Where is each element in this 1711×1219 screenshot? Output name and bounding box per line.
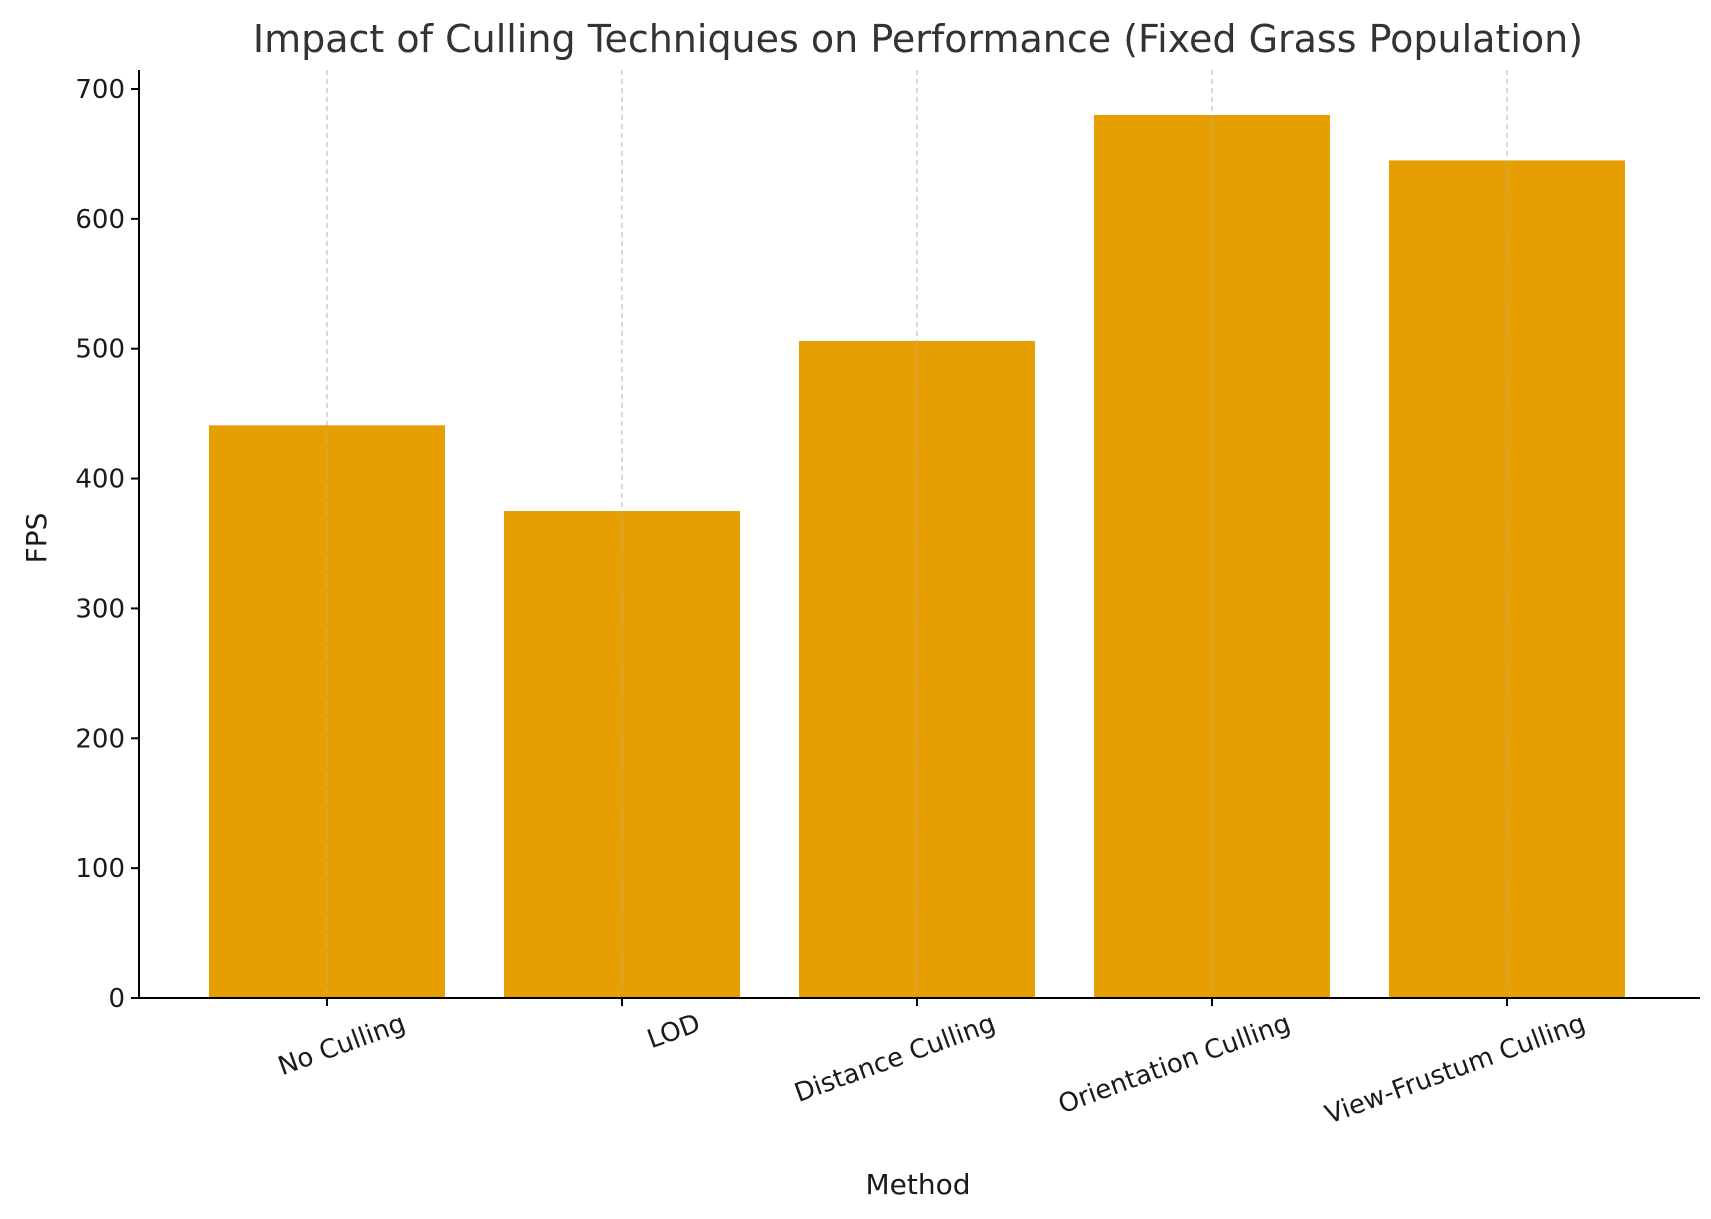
- y-tick-label-3: 300: [75, 594, 125, 624]
- y-tick-label-1: 100: [75, 854, 125, 884]
- x-tick-label-1: LOD: [643, 1008, 704, 1055]
- y-tick-label-4: 400: [75, 465, 125, 495]
- x-tick-label-3: Orientation Culling: [1055, 1008, 1295, 1120]
- y-tick-label-5: 500: [75, 335, 125, 365]
- bar-4: [1389, 160, 1625, 998]
- x-tick-label-0: No Culling: [274, 1008, 409, 1082]
- y-tick-label-6: 600: [75, 205, 125, 235]
- y-tick-label-7: 700: [75, 75, 125, 105]
- x-axis-label: Method: [865, 1168, 970, 1201]
- y-tick-label-2: 200: [75, 724, 125, 754]
- x-tick-label-2: Distance Culling: [791, 1008, 1000, 1108]
- x-tick-label-4: View-Frustum Culling: [1321, 1008, 1589, 1130]
- grid-layer: [326, 70, 1508, 998]
- x-ticks: No Culling LOD Distance Culling Orientation…: [274, 998, 1589, 1130]
- axes-layer: [138, 70, 1700, 999]
- y-axis-label: FPS: [20, 513, 53, 564]
- y-ticks: 0 100 200 300 400 500 600 700: [75, 75, 139, 1014]
- chart-title: Impact of Culling Techniques on Performa…: [253, 17, 1583, 61]
- y-tick-label-0: 0: [108, 984, 125, 1014]
